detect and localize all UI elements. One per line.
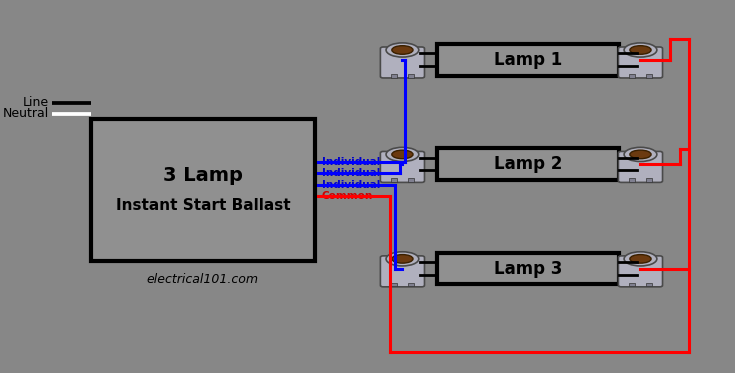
FancyBboxPatch shape: [381, 256, 425, 287]
Text: electrical101.com: electrical101.com: [147, 273, 259, 286]
Text: Individual: Individual: [322, 180, 380, 189]
Bar: [646, 283, 652, 286]
Bar: [646, 74, 652, 78]
Ellipse shape: [386, 252, 419, 266]
Bar: [408, 178, 414, 182]
Ellipse shape: [624, 43, 657, 57]
Text: Instant Start Ballast: Instant Start Ballast: [115, 198, 290, 213]
Ellipse shape: [386, 147, 419, 162]
FancyBboxPatch shape: [91, 119, 315, 261]
Ellipse shape: [624, 147, 657, 162]
FancyBboxPatch shape: [381, 151, 425, 182]
FancyBboxPatch shape: [381, 47, 425, 78]
Bar: [629, 283, 635, 286]
FancyBboxPatch shape: [618, 256, 662, 287]
Text: Individual: Individual: [322, 169, 380, 178]
FancyBboxPatch shape: [618, 47, 662, 78]
FancyBboxPatch shape: [437, 253, 620, 284]
Text: 3 Lamp: 3 Lamp: [163, 166, 243, 185]
FancyBboxPatch shape: [437, 44, 620, 75]
Ellipse shape: [630, 46, 651, 54]
Text: Common: Common: [322, 191, 373, 201]
Bar: [391, 178, 397, 182]
Bar: [629, 74, 635, 78]
Ellipse shape: [630, 254, 651, 263]
FancyBboxPatch shape: [618, 151, 662, 182]
Ellipse shape: [386, 43, 419, 57]
Text: Neutral: Neutral: [3, 107, 49, 120]
Text: Individual: Individual: [322, 157, 380, 167]
Bar: [408, 283, 414, 286]
Ellipse shape: [630, 150, 651, 159]
Bar: [391, 74, 397, 78]
Ellipse shape: [624, 252, 657, 266]
Bar: [629, 178, 635, 182]
Bar: [646, 178, 652, 182]
Text: Lamp 3: Lamp 3: [494, 260, 563, 278]
Ellipse shape: [392, 150, 413, 159]
Ellipse shape: [392, 46, 413, 54]
Ellipse shape: [392, 254, 413, 263]
Text: Line: Line: [23, 96, 49, 109]
FancyBboxPatch shape: [437, 148, 620, 180]
Text: Lamp 1: Lamp 1: [495, 51, 562, 69]
Bar: [408, 74, 414, 78]
Text: Lamp 2: Lamp 2: [494, 155, 563, 173]
Bar: [391, 283, 397, 286]
